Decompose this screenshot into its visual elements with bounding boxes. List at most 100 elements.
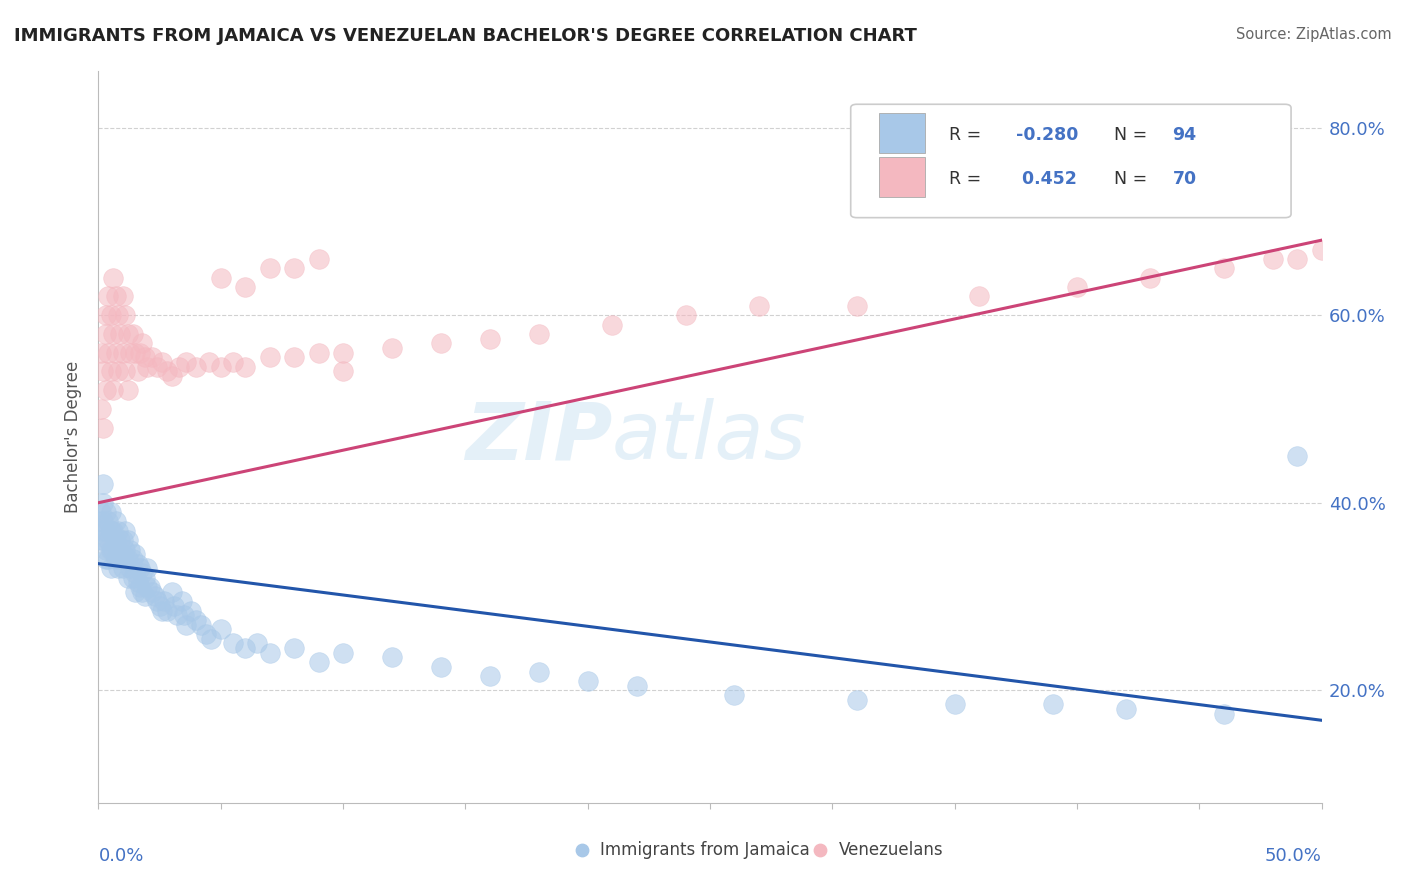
Point <box>90 345 112 359</box>
Point <box>107 561 129 575</box>
Point <box>104 289 127 303</box>
Point <box>190 617 212 632</box>
Point <box>332 364 354 378</box>
Point <box>94 542 117 557</box>
Point <box>124 566 146 580</box>
Point <box>127 557 149 571</box>
Text: N =: N = <box>1114 126 1153 144</box>
FancyBboxPatch shape <box>851 104 1291 218</box>
Point <box>283 261 305 276</box>
Point <box>186 613 208 627</box>
Point <box>146 594 169 608</box>
Point <box>478 332 501 346</box>
Point <box>117 571 139 585</box>
Text: ZIP: ZIP <box>465 398 612 476</box>
Bar <box>879 157 925 197</box>
Point <box>100 505 122 519</box>
Point <box>114 542 136 557</box>
Point <box>136 580 159 594</box>
Point <box>100 542 122 557</box>
Point <box>91 515 114 529</box>
Point <box>111 547 134 561</box>
Point <box>117 383 139 397</box>
Text: Immigrants from Jamaica: Immigrants from Jamaica <box>600 841 810 859</box>
Point <box>117 552 139 566</box>
Point <box>121 571 143 585</box>
Point <box>97 515 120 529</box>
Text: IMMIGRANTS FROM JAMAICA VS VENEZUELAN BACHELOR'S DEGREE CORRELATION CHART: IMMIGRANTS FROM JAMAICA VS VENEZUELAN BA… <box>14 27 917 45</box>
Point <box>110 326 132 341</box>
Point <box>430 660 453 674</box>
Text: Source: ZipAtlas.com: Source: ZipAtlas.com <box>1236 27 1392 42</box>
Point <box>101 383 124 397</box>
Point <box>90 505 112 519</box>
Point <box>176 355 198 369</box>
Point <box>127 575 149 590</box>
Point <box>197 355 219 369</box>
Point <box>675 308 697 322</box>
Point <box>156 603 179 617</box>
Point <box>100 308 122 322</box>
Point <box>101 524 124 538</box>
Point <box>111 345 134 359</box>
Text: atlas: atlas <box>612 398 807 476</box>
Point <box>104 515 127 529</box>
Point <box>90 524 112 538</box>
Y-axis label: Bachelor's Degree: Bachelor's Degree <box>65 361 83 513</box>
Point <box>1212 261 1234 276</box>
Point <box>845 692 868 706</box>
Point <box>1286 252 1309 266</box>
Point <box>111 561 134 575</box>
Point <box>97 345 120 359</box>
Point <box>160 369 183 384</box>
Point <box>94 326 117 341</box>
Point <box>121 326 143 341</box>
Point <box>845 299 868 313</box>
Point <box>748 299 770 313</box>
Point <box>478 669 501 683</box>
Point <box>723 688 745 702</box>
Point <box>150 603 173 617</box>
Text: N =: N = <box>1114 169 1153 188</box>
Point <box>186 359 208 374</box>
Point <box>943 698 966 712</box>
Point <box>120 561 142 575</box>
Text: 94: 94 <box>1173 126 1197 144</box>
Text: 0.0%: 0.0% <box>98 847 143 864</box>
Point <box>1310 243 1333 257</box>
Text: 50.0%: 50.0% <box>1265 847 1322 864</box>
Point <box>117 326 139 341</box>
Point <box>94 308 117 322</box>
Point <box>259 261 281 276</box>
Point <box>246 636 269 650</box>
Point <box>107 542 129 557</box>
Point <box>1042 698 1064 712</box>
Point <box>101 542 124 557</box>
Point <box>91 533 114 548</box>
Point <box>160 584 183 599</box>
Point <box>131 336 153 351</box>
Point <box>209 270 232 285</box>
Text: R =: R = <box>949 126 986 144</box>
Point <box>97 533 120 548</box>
Point <box>156 364 179 378</box>
Point <box>332 345 354 359</box>
Point <box>107 308 129 322</box>
Point <box>167 359 190 374</box>
Point <box>91 420 114 434</box>
Point <box>1212 706 1234 721</box>
Point <box>143 590 166 604</box>
Point <box>111 289 134 303</box>
Point <box>430 336 453 351</box>
Point <box>600 318 623 332</box>
Point <box>97 289 120 303</box>
Point <box>101 326 124 341</box>
Point <box>146 359 169 374</box>
Point <box>1139 270 1161 285</box>
Point <box>1115 702 1137 716</box>
Point <box>967 289 990 303</box>
Point <box>134 571 156 585</box>
Text: R =: R = <box>949 169 986 188</box>
Point <box>131 584 153 599</box>
Point <box>87 515 110 529</box>
